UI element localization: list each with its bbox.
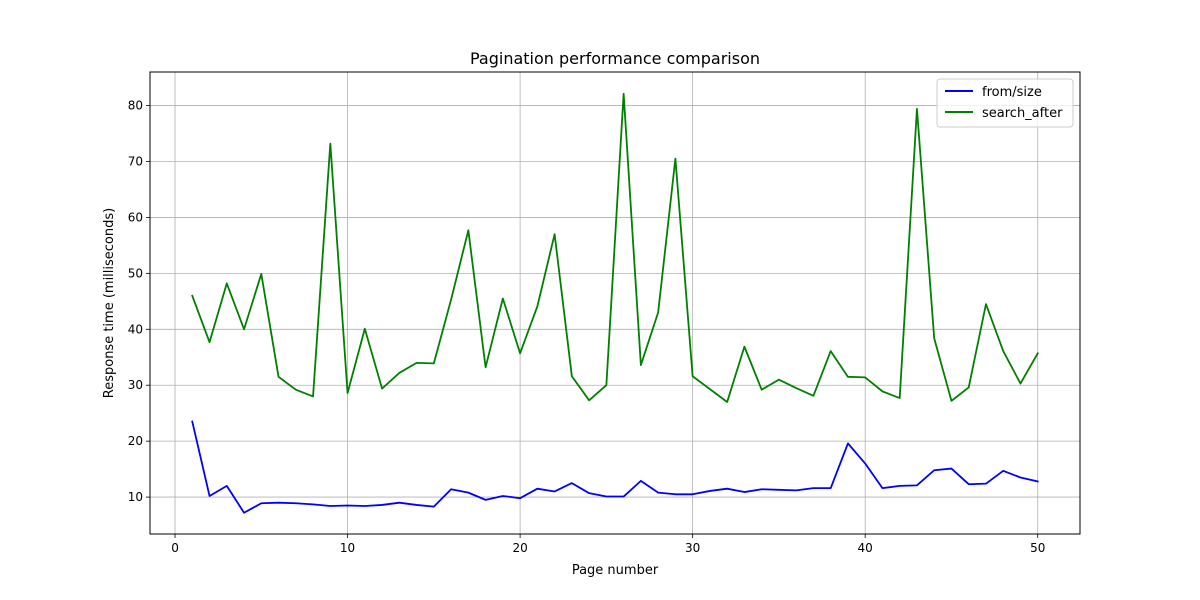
y-axis-label: Response time (milliseconds) — [102, 208, 117, 398]
y-tick-label: 30 — [128, 378, 143, 392]
x-tick-label: 10 — [340, 541, 355, 555]
plot-frame — [149, 71, 1081, 535]
legend: from/size search_after — [936, 78, 1074, 128]
y-tick-label: 80 — [128, 99, 143, 113]
y-tick-label: 20 — [128, 434, 143, 448]
grid — [150, 72, 1080, 534]
ticks: 0 10 20 30 40 50 10 20 30 40 50 60 70 80 — [128, 99, 1046, 555]
series-line-search-after — [191, 92, 1039, 403]
y-tick-label: 10 — [128, 490, 143, 504]
legend-label-search-after: search_after — [982, 106, 1063, 121]
series-group — [191, 92, 1039, 514]
chart-title: Pagination performance comparison — [470, 49, 760, 68]
y-tick-label: 50 — [128, 266, 143, 280]
x-tick-label: 20 — [512, 541, 527, 555]
y-tick-label: 70 — [128, 154, 143, 168]
series-line-from-size — [191, 420, 1039, 514]
x-tick-label: 40 — [858, 541, 873, 555]
x-axis-label: Page number — [572, 563, 659, 578]
legend-label-from-size: from/size — [982, 85, 1042, 100]
x-tick-label: 0 — [171, 541, 179, 555]
y-tick-label: 60 — [128, 210, 143, 224]
x-tick-label: 50 — [1030, 541, 1045, 555]
y-tick-label: 40 — [128, 322, 143, 336]
x-tick-label: 30 — [685, 541, 700, 555]
